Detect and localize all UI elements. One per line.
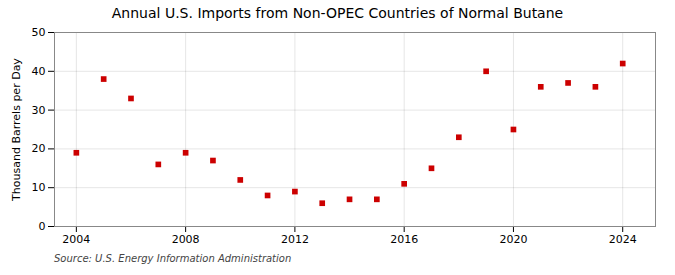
html-text:Source: U.S. Energy Informatio: Source: U.S. Energy Information Administ… bbox=[54, 253, 292, 264]
svg-text:20: 20 bbox=[32, 142, 46, 155]
svg-text:0: 0 bbox=[39, 220, 46, 233]
svg-text:Thousand Barrels per Day: Thousand Barrels per Day bbox=[10, 58, 23, 202]
svg-text:10: 10 bbox=[32, 181, 46, 194]
svg-text:2016: 2016 bbox=[390, 233, 418, 246]
svg-text:2004: 2004 bbox=[62, 233, 90, 246]
svg-text:2012: 2012 bbox=[281, 233, 309, 246]
svg-text:2008: 2008 bbox=[172, 233, 200, 246]
svg-text:40: 40 bbox=[32, 65, 46, 78]
html-text:Annual U.S. Imports from Non-O: Annual U.S. Imports from Non-OPEC Countr… bbox=[111, 5, 564, 21]
svg-text:50: 50 bbox=[32, 26, 46, 39]
svg-text:30: 30 bbox=[32, 104, 46, 117]
svg-text:2024: 2024 bbox=[609, 233, 637, 246]
svg-text:2020: 2020 bbox=[499, 233, 527, 246]
